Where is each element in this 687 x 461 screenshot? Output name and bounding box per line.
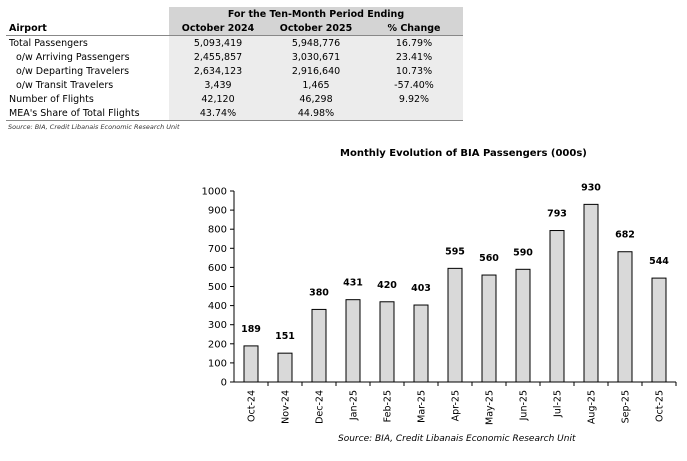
- x-tick-label: Jan-25: [349, 390, 360, 421]
- row-label: MEA's Share of Total Flights: [9, 107, 140, 119]
- y-tick-label: 800: [208, 225, 227, 236]
- bar: [549, 230, 565, 383]
- data-label: 431: [343, 278, 363, 289]
- bar: [379, 301, 395, 383]
- bar: [311, 308, 327, 383]
- x-tick-label: Nov-24: [281, 390, 292, 424]
- value-2025: 46,298: [267, 92, 365, 106]
- bar: [243, 345, 259, 383]
- data-label: 930: [581, 182, 601, 193]
- bar: [481, 274, 497, 383]
- table-row: Total Passengers 5,093,419 5,948,776 16.…: [6, 35, 463, 50]
- col-change: % Change: [365, 21, 463, 36]
- value-change: 10.73%: [365, 64, 463, 78]
- bar: [447, 267, 463, 383]
- row-label: Number of Flights: [9, 93, 94, 105]
- chart-title: Monthly Evolution of BIA Passengers (000…: [340, 148, 587, 159]
- bar: [515, 268, 531, 383]
- x-tick-label: Oct-25: [655, 390, 666, 422]
- value-2024: 42,120: [169, 92, 267, 106]
- value-change: 16.79%: [365, 35, 463, 50]
- data-label: 682: [615, 230, 635, 241]
- value-2024: 2,455,857: [169, 50, 267, 64]
- data-label: 403: [411, 283, 431, 294]
- bar: [277, 352, 293, 383]
- period-header: For the Ten-Month Period Ending: [169, 7, 463, 21]
- row-label: o/w Departing Travelers: [16, 65, 130, 77]
- data-label: 590: [513, 247, 533, 258]
- y-tick-label: 500: [208, 282, 227, 293]
- value-2025: 44.98%: [267, 106, 365, 121]
- value-2024: 3,439: [169, 78, 267, 92]
- value-change: 9.92%: [365, 92, 463, 106]
- airport-stats-table: For the Ten-Month Period Ending Airport …: [6, 7, 463, 121]
- table-row: MEA's Share of Total Flights 43.74% 44.9…: [6, 106, 463, 121]
- y-tick-label: 1000: [202, 187, 227, 198]
- bar: [617, 251, 633, 383]
- x-tick-label: Dec-24: [315, 390, 326, 424]
- value-2024: 2,634,123: [169, 64, 267, 78]
- data-label: 793: [547, 209, 567, 220]
- x-tick-label: Jul-25: [553, 390, 564, 418]
- x-tick-label: Feb-25: [383, 390, 394, 422]
- col-oct-2025: October 2025: [267, 21, 365, 36]
- table-row: o/w Transit Travelers 3,439 1,465 -57.40…: [6, 78, 463, 92]
- bar: [651, 277, 667, 383]
- bar: [413, 304, 429, 383]
- value-change: -57.40%: [365, 78, 463, 92]
- table-row: o/w Departing Travelers 2,634,123 2,916,…: [6, 64, 463, 78]
- y-tick-label: 0: [221, 378, 227, 389]
- row-label: o/w Transit Travelers: [16, 79, 114, 91]
- value-2025: 1,465: [267, 78, 365, 92]
- table-row: o/w Arriving Passengers 2,455,857 3,030,…: [6, 50, 463, 64]
- row-label: Total Passengers: [9, 37, 88, 49]
- data-label: 420: [377, 280, 397, 291]
- data-label: 380: [309, 287, 329, 298]
- value-2025: 2,916,640: [267, 64, 365, 78]
- col-oct-2024: October 2024: [169, 21, 267, 36]
- x-tick-label: Apr-25: [451, 390, 462, 421]
- value-2025: 5,948,776: [267, 35, 365, 50]
- y-tick-label: 700: [208, 244, 227, 255]
- value-change: [365, 106, 463, 121]
- y-tick-label: 600: [208, 263, 227, 274]
- y-tick-label: 200: [208, 339, 227, 350]
- data-label: 595: [445, 246, 465, 257]
- bar: [345, 299, 361, 383]
- y-tick-label: 100: [208, 358, 227, 369]
- x-tick-label: Aug-25: [587, 390, 598, 424]
- value-2024: 43.74%: [169, 106, 267, 121]
- row-label: o/w Arriving Passengers: [16, 51, 130, 63]
- y-tick-label: 300: [208, 320, 227, 331]
- x-tick-label: Mar-25: [417, 390, 428, 423]
- chart-source: Source: BIA, Credit Libanais Economic Re…: [338, 434, 576, 444]
- bar: [583, 203, 599, 383]
- y-tick-label: 900: [208, 206, 227, 217]
- data-label: 544: [649, 256, 669, 267]
- value-2025: 3,030,671: [267, 50, 365, 64]
- col-airport: Airport: [9, 22, 47, 34]
- data-label: 151: [275, 331, 295, 342]
- y-tick-label: 400: [208, 301, 227, 312]
- x-tick-label: Oct-24: [247, 390, 258, 422]
- data-label: 189: [241, 324, 261, 335]
- data-label: 560: [479, 253, 499, 264]
- table-row: Number of Flights 42,120 46,298 9.92%: [6, 92, 463, 106]
- table-source: Source: BIA, Credit Libanais Economic Re…: [8, 123, 180, 131]
- x-tick-label: Sep-25: [621, 390, 632, 423]
- x-tick-label: May-25: [485, 390, 496, 425]
- x-tick-label: Jun-25: [519, 390, 530, 421]
- value-change: 23.41%: [365, 50, 463, 64]
- value-2024: 5,093,419: [169, 35, 267, 50]
